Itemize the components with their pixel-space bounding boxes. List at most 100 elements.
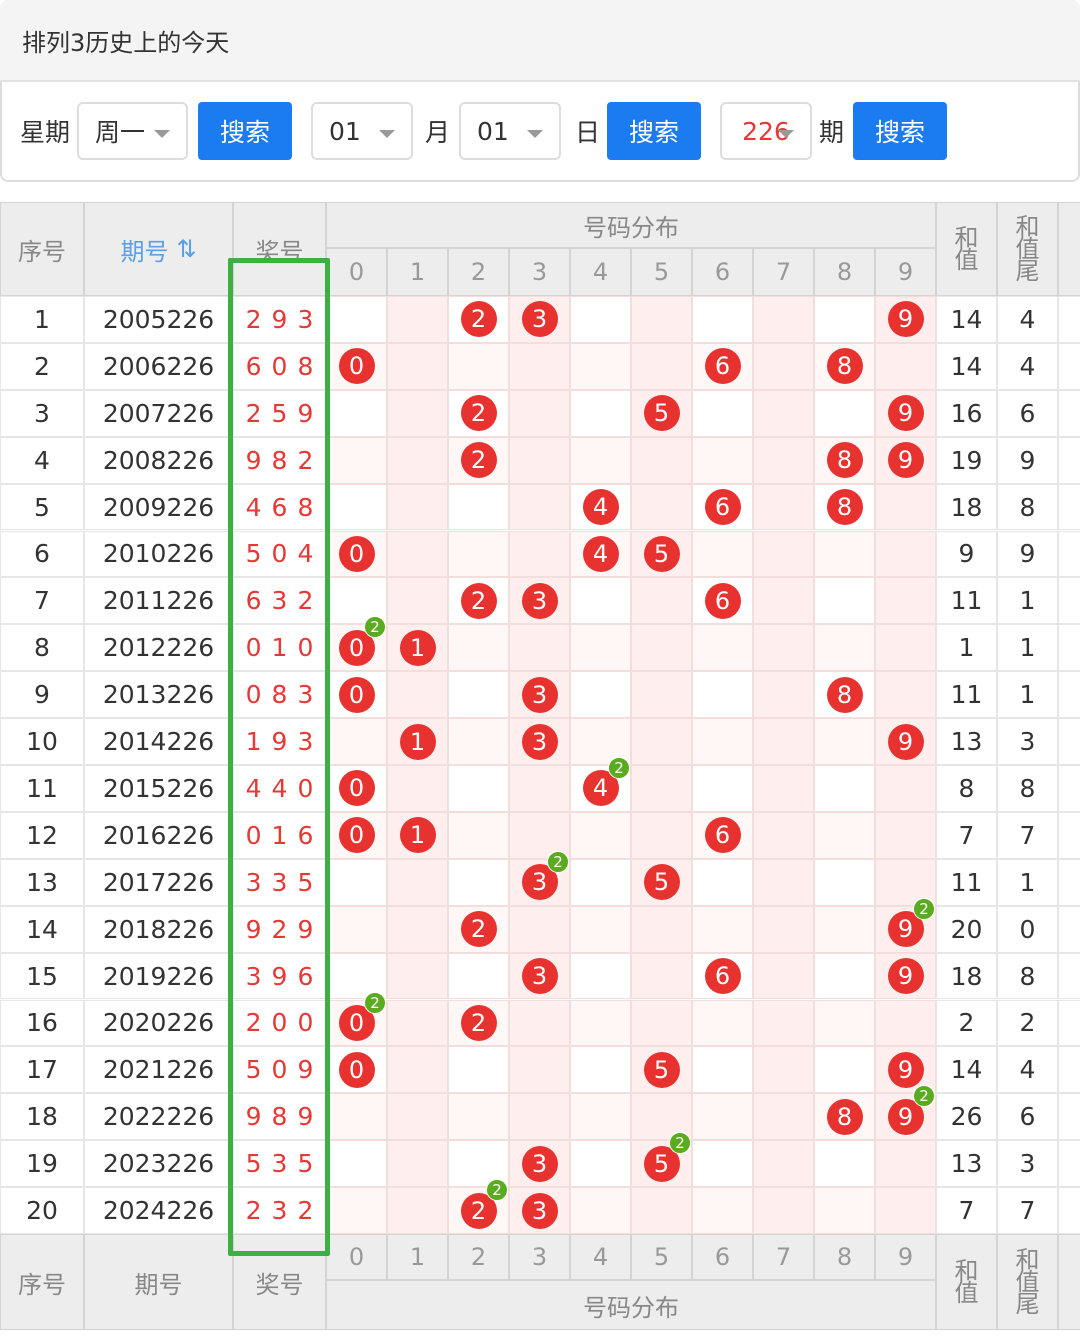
issue-input[interactable]: 226 bbox=[720, 102, 812, 160]
digit-cell bbox=[387, 1140, 448, 1188]
number-ball: 0 bbox=[338, 770, 375, 807]
tail-cell: 4 bbox=[997, 296, 1058, 343]
digit-cell bbox=[631, 905, 692, 953]
issue-header[interactable]: 期号 ⇅ bbox=[84, 202, 233, 296]
digit-header: 5 bbox=[631, 248, 692, 296]
digit-cell bbox=[631, 1187, 692, 1234]
sum-cell: 2 bbox=[936, 999, 997, 1047]
tail-cell: 2 bbox=[997, 999, 1058, 1047]
digit-cell bbox=[753, 1187, 814, 1234]
issue-cell: 2024226 bbox=[84, 1187, 233, 1234]
digit-cell bbox=[387, 389, 448, 437]
number-ball: 2 bbox=[460, 301, 497, 338]
sum-cell: 11 bbox=[936, 671, 997, 719]
number-ball: 5 bbox=[643, 1051, 680, 1088]
digit-header: 1 bbox=[387, 248, 448, 296]
digit-cell bbox=[692, 999, 753, 1047]
distribution-header: 号码分布 bbox=[326, 202, 936, 248]
month-select[interactable]: 01 bbox=[311, 102, 413, 160]
number-ball: 9 bbox=[887, 442, 924, 479]
digit-cell bbox=[387, 671, 448, 719]
digit-cell bbox=[875, 999, 936, 1047]
sum-cell: 16 bbox=[936, 389, 997, 437]
extra-cell bbox=[1058, 718, 1080, 765]
digit-header: 1 bbox=[387, 1234, 448, 1280]
digit-cell bbox=[814, 811, 875, 859]
number-ball: 9 bbox=[887, 395, 924, 432]
digit-header: 4 bbox=[570, 248, 631, 296]
number-ball: 5 bbox=[643, 395, 680, 432]
repeat-badge: 2 bbox=[913, 897, 935, 920]
digit-cell bbox=[692, 624, 753, 672]
digit-cell bbox=[387, 905, 448, 953]
digit-header: 6 bbox=[692, 1234, 753, 1280]
tail-header: 和值尾 bbox=[997, 1234, 1058, 1330]
tail-cell: 4 bbox=[997, 1046, 1058, 1094]
digit-cell bbox=[753, 718, 814, 765]
seq-cell: 5 bbox=[0, 483, 84, 531]
number-ball: 6 bbox=[704, 489, 741, 526]
seq-cell: 4 bbox=[0, 436, 84, 484]
sum-cell: 13 bbox=[936, 1140, 997, 1188]
number-ball: 6 bbox=[704, 817, 741, 854]
search-button[interactable]: 搜索 bbox=[853, 102, 947, 160]
digit-cell bbox=[692, 389, 753, 437]
search-button[interactable]: 搜索 bbox=[198, 102, 292, 160]
digit-cell bbox=[448, 952, 509, 1000]
digit-cell bbox=[631, 811, 692, 859]
digit-cell bbox=[814, 858, 875, 906]
number-ball: 3 bbox=[521, 1145, 558, 1182]
day-select[interactable]: 01 bbox=[459, 102, 561, 160]
repeat-badge: 2 bbox=[547, 850, 569, 873]
extra-cell bbox=[1058, 577, 1080, 625]
digit-cell bbox=[570, 1187, 631, 1234]
digit-cell bbox=[875, 1187, 936, 1234]
award-digit: 9 bbox=[271, 304, 288, 334]
repeat-badge: 2 bbox=[913, 1085, 935, 1108]
digit-cell bbox=[448, 811, 509, 859]
digit-cell bbox=[448, 718, 509, 765]
repeat-badge: 2 bbox=[364, 616, 386, 639]
digit-cell bbox=[448, 765, 509, 812]
digit-cell bbox=[814, 577, 875, 625]
award-digit: 3 bbox=[297, 304, 314, 334]
digit-header: 7 bbox=[753, 1234, 814, 1280]
digit-cell bbox=[326, 1140, 387, 1188]
digit-cell bbox=[692, 1093, 753, 1141]
seq-cell: 13 bbox=[0, 858, 84, 906]
award-digit: 5 bbox=[297, 1149, 314, 1179]
issue-cell: 2009226 bbox=[84, 483, 233, 531]
digit-cell bbox=[875, 483, 936, 531]
number-ball: 5 bbox=[643, 535, 680, 572]
tail-cell: 7 bbox=[997, 1187, 1058, 1234]
digit-cell bbox=[570, 811, 631, 859]
weekday-select[interactable]: 周一 bbox=[77, 102, 188, 160]
digit-cell bbox=[692, 718, 753, 765]
digit-header: 8 bbox=[814, 1234, 875, 1280]
title: 排列3历史上的今天 bbox=[22, 28, 230, 57]
number-ball: 8 bbox=[826, 1098, 863, 1135]
sum-cell: 11 bbox=[936, 858, 997, 906]
sort-icon[interactable]: ⇅ bbox=[176, 235, 197, 263]
digit-cell bbox=[387, 999, 448, 1047]
issue-cell: 2017226 bbox=[84, 858, 233, 906]
digit-cell bbox=[753, 530, 814, 578]
award-digit: 0 bbox=[271, 1055, 288, 1085]
award-digit: 9 bbox=[297, 914, 314, 944]
digit-cell bbox=[387, 436, 448, 484]
award-digit: 5 bbox=[271, 398, 288, 428]
digit-cell bbox=[753, 389, 814, 437]
digit-cell bbox=[875, 671, 936, 719]
issue-label: 期 bbox=[819, 118, 845, 147]
award-digit: 3 bbox=[297, 727, 314, 757]
digit-cell bbox=[326, 389, 387, 437]
number-ball: 2 bbox=[460, 582, 497, 619]
digit-header: 6 bbox=[692, 248, 753, 296]
tail-cell: 1 bbox=[997, 858, 1058, 906]
search-button[interactable]: 搜索 bbox=[607, 102, 701, 160]
digit-header: 3 bbox=[509, 1234, 570, 1280]
issue-cell: 2016226 bbox=[84, 811, 233, 859]
